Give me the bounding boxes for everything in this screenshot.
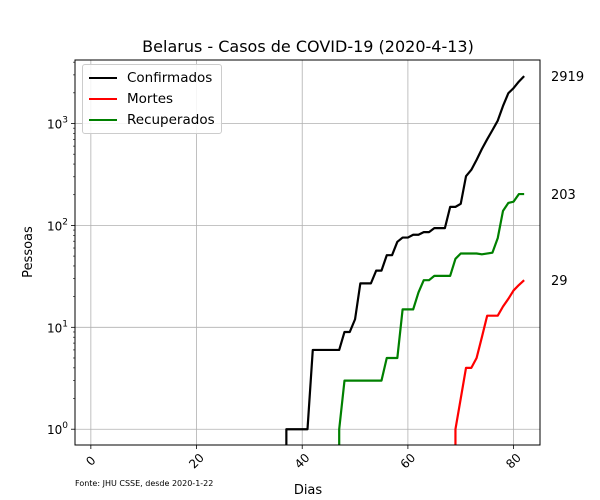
x-tick-label: 40 xyxy=(292,451,313,472)
x-tick-label: 20 xyxy=(186,451,207,472)
x-axis-ticks: 0 20 40 60 80 xyxy=(83,445,524,471)
legend-label-confirmados: Confirmados xyxy=(127,70,213,86)
final-label-confirmados: 2919 xyxy=(551,70,584,85)
legend-item-mortes: Mortes xyxy=(89,89,173,109)
source-note: Fonte: JHU CSSE, desde 2020-1-22 xyxy=(75,479,214,488)
legend: Confirmados Mortes Recuperados xyxy=(82,64,222,134)
y-axis-label: Pessoas xyxy=(21,226,36,278)
series-line-confirmados xyxy=(285,75,525,445)
legend-item-recuperados: Recuperados xyxy=(89,110,215,130)
y-tick-label: 103 xyxy=(47,116,68,132)
legend-swatch-mortes xyxy=(89,98,117,100)
chart-title: Belarus - Casos de COVID-19 (2020-4-13) xyxy=(142,37,474,56)
series-line-recuperados xyxy=(338,192,525,445)
series-lines xyxy=(285,75,525,445)
x-tick-label: 80 xyxy=(503,451,524,472)
x-tick-label: 0 xyxy=(83,453,98,468)
y-axis-ticks: 100 101 102 103 xyxy=(47,61,75,437)
series-line-mortes xyxy=(454,279,525,445)
final-label-mortes: 29 xyxy=(551,274,568,289)
legend-swatch-confirmados xyxy=(89,77,117,79)
legend-item-confirmados: Confirmados xyxy=(89,68,212,88)
legend-swatch-recuperados xyxy=(89,119,117,121)
x-tick-label: 60 xyxy=(398,451,419,472)
legend-label-recuperados: Recuperados xyxy=(127,112,215,128)
y-tick-label: 102 xyxy=(47,217,68,233)
y-tick-label: 100 xyxy=(47,421,68,437)
legend-label-mortes: Mortes xyxy=(127,91,174,107)
final-value-labels: 2919 29 203 xyxy=(551,70,584,289)
final-label-recuperados: 203 xyxy=(551,188,576,203)
y-tick-label: 101 xyxy=(47,319,68,335)
x-axis-label: Dias xyxy=(294,483,323,498)
plot-frame xyxy=(74,59,541,446)
